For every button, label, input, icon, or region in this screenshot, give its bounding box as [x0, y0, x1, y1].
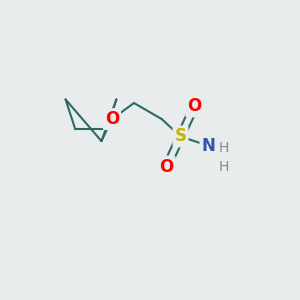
Text: H: H — [218, 160, 229, 173]
Text: O: O — [159, 158, 174, 175]
Text: N: N — [202, 137, 215, 155]
Text: O: O — [105, 110, 119, 128]
Text: H: H — [218, 141, 229, 155]
Text: O: O — [187, 98, 202, 116]
Text: S: S — [175, 128, 187, 146]
